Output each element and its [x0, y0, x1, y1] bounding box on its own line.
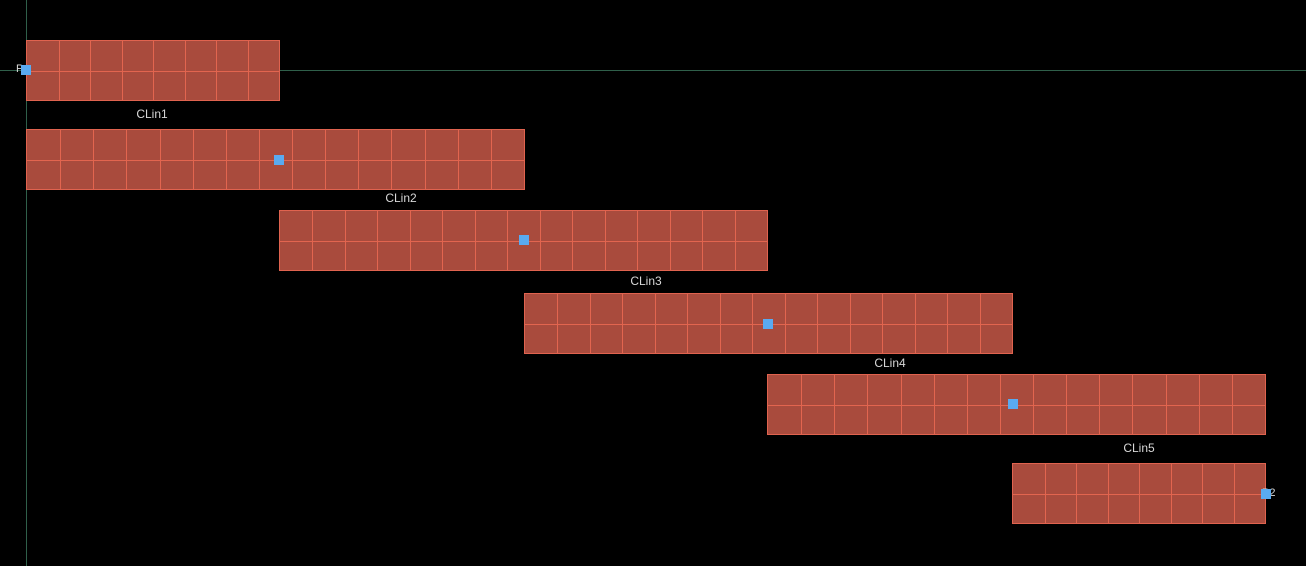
- vertical-axis-line: [26, 0, 27, 566]
- port-square-2[interactable]: [274, 155, 284, 165]
- port-label-start: P: [16, 63, 24, 75]
- horizontal-axis-line: [0, 70, 1306, 71]
- port-square-1[interactable]: [21, 65, 31, 75]
- block-grid-line: [1013, 493, 1265, 495]
- block-label-clin3: CLin3: [630, 274, 662, 288]
- block-clin1[interactable]: [26, 40, 280, 101]
- block-label-clin5: CLin5: [1123, 441, 1155, 455]
- block-label-clin2: CLin2: [385, 191, 417, 205]
- block-label-clin1: CLin1: [136, 107, 168, 121]
- block-clin6[interactable]: [1012, 463, 1266, 524]
- port-square-3[interactable]: [519, 235, 529, 245]
- port-square-6[interactable]: [1261, 489, 1271, 499]
- block-grid-line: [27, 70, 279, 72]
- port-square-5[interactable]: [1008, 399, 1018, 409]
- block-label-clin4: CLin4: [874, 356, 906, 370]
- port-square-4[interactable]: [763, 319, 773, 329]
